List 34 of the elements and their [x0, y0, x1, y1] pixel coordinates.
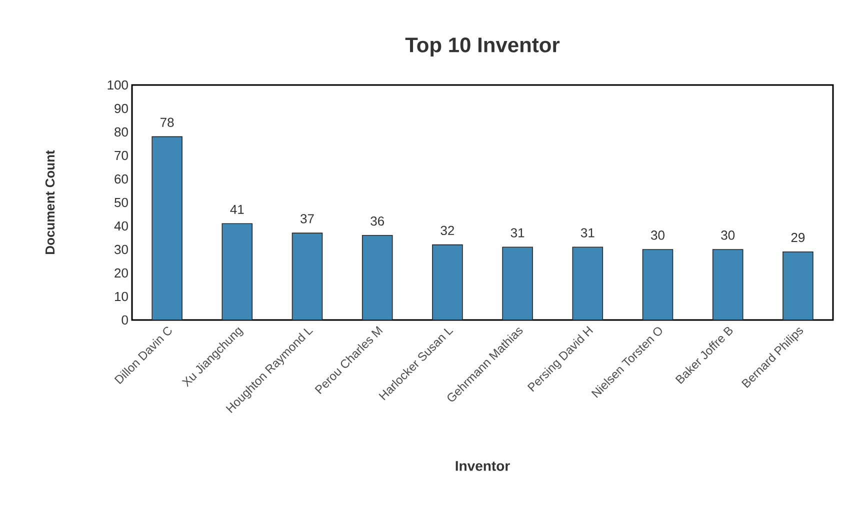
data-label: 41: [230, 204, 244, 214]
bar: [782, 251, 814, 320]
data-label: 32: [440, 226, 454, 236]
bar: [152, 136, 182, 320]
y-tick-label: 70: [114, 150, 128, 160]
bar: [712, 249, 744, 320]
data-label: 31: [510, 228, 524, 238]
y-tick-label: 100: [108, 80, 128, 90]
data-label: 30: [651, 230, 664, 240]
y-tick-label: 30: [114, 244, 128, 254]
bar: [572, 246, 604, 320]
bar: [502, 246, 533, 320]
data-label: 37: [300, 214, 314, 224]
y-tick-label: 90: [114, 104, 128, 114]
y-tick-label: 0: [122, 315, 128, 325]
bar: [362, 234, 393, 320]
chart-title: Top 10 Inventor: [405, 37, 560, 57]
y-tick-label: 10: [115, 292, 128, 302]
y-tick-label: 20: [114, 268, 128, 278]
data-label: 31: [580, 228, 594, 238]
y-axis-title: Document Count: [45, 150, 55, 254]
bar: [432, 244, 463, 320]
y-tick-label: 50: [114, 198, 128, 208]
data-label: 29: [791, 232, 805, 242]
data-label: 36: [370, 216, 384, 226]
y-tick-label: 40: [114, 221, 128, 231]
data-label: 78: [160, 118, 174, 127]
y-tick-label: 80: [114, 127, 128, 137]
data-label: 30: [721, 230, 735, 240]
bar: [292, 232, 323, 320]
bar: [222, 223, 253, 320]
bar: [642, 249, 674, 320]
x-axis-title: Inventor: [456, 461, 510, 471]
y-tick-label: 60: [114, 174, 128, 184]
